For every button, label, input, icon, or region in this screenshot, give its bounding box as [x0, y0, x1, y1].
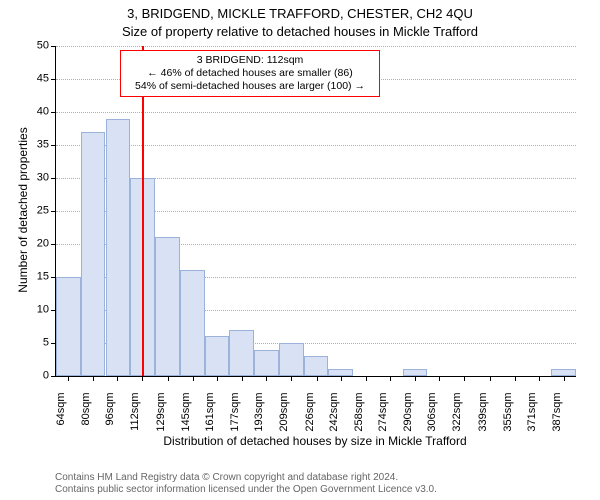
- footer-line-1: Contains HM Land Registry data © Crown c…: [55, 472, 437, 484]
- gridline: [56, 112, 576, 113]
- x-tick-label: 371sqm: [527, 393, 538, 453]
- y-tick-label: 15: [25, 272, 49, 283]
- footer-attribution: Contains HM Land Registry data © Crown c…: [55, 472, 437, 496]
- histogram-bar: [279, 343, 304, 376]
- histogram-bar: [81, 132, 106, 376]
- x-tick-label: 209sqm: [279, 393, 290, 453]
- chart-title-main: 3, BRIDGEND, MICKLE TRAFFORD, CHESTER, C…: [0, 6, 600, 22]
- y-tick-label: 25: [25, 206, 49, 217]
- histogram-bar: [106, 119, 131, 376]
- y-tick-label: 45: [25, 74, 49, 85]
- histogram-bar: [254, 350, 279, 376]
- x-tick-label: 193sqm: [254, 393, 265, 453]
- histogram-bar: [155, 237, 180, 376]
- histogram-bar: [56, 277, 81, 376]
- y-tick-label: 5: [25, 338, 49, 349]
- x-tick-label: 306sqm: [427, 393, 438, 453]
- annotation-line-1: 3 BRIDGEND: 112sqm: [127, 54, 373, 67]
- annotation-line-2: ← 46% of detached houses are smaller (86…: [127, 67, 373, 80]
- x-tick-label: 145sqm: [181, 393, 192, 453]
- x-tick-label: 80sqm: [81, 393, 92, 453]
- y-tick-label: 20: [25, 239, 49, 250]
- x-tick-label: 290sqm: [403, 393, 414, 453]
- annotation-box: 3 BRIDGEND: 112sqm ← 46% of detached hou…: [120, 50, 380, 97]
- y-tick-label: 35: [25, 140, 49, 151]
- x-tick-label: 322sqm: [452, 393, 463, 453]
- gridline: [56, 46, 576, 47]
- x-tick-label: 258sqm: [354, 393, 365, 453]
- y-tick-label: 40: [25, 107, 49, 118]
- histogram-bar: [205, 336, 230, 376]
- footer-line-2: Contains public sector information licen…: [55, 484, 437, 496]
- x-tick-label: 64sqm: [56, 393, 67, 453]
- y-tick-label: 0: [25, 371, 49, 382]
- histogram-bar: [328, 369, 353, 376]
- y-tick-label: 30: [25, 173, 49, 184]
- x-tick-label: 242sqm: [329, 393, 340, 453]
- x-tick-label: 96sqm: [105, 393, 116, 453]
- x-tick-label: 274sqm: [378, 393, 389, 453]
- histogram-bar: [403, 369, 428, 376]
- property-size-chart: 3, BRIDGEND, MICKLE TRAFFORD, CHESTER, C…: [0, 0, 600, 500]
- histogram-bar: [304, 356, 329, 376]
- x-tick-label: 387sqm: [552, 393, 563, 453]
- y-tick-label: 10: [25, 305, 49, 316]
- gridline: [56, 145, 576, 146]
- x-tick-label: 161sqm: [205, 393, 216, 453]
- x-tick-label: 177sqm: [230, 393, 241, 453]
- x-tick-label: 339sqm: [478, 393, 489, 453]
- histogram-bar: [229, 330, 254, 376]
- x-tick-label: 355sqm: [503, 393, 514, 453]
- histogram-bar: [180, 270, 205, 376]
- annotation-line-3: 54% of semi-detached houses are larger (…: [127, 80, 373, 93]
- histogram-bar: [551, 369, 576, 376]
- x-tick-label: 129sqm: [156, 393, 167, 453]
- x-tick-label: 226sqm: [305, 393, 316, 453]
- y-tick-label: 50: [25, 41, 49, 52]
- chart-title-sub: Size of property relative to detached ho…: [0, 24, 600, 40]
- x-tick-label: 112sqm: [130, 393, 141, 453]
